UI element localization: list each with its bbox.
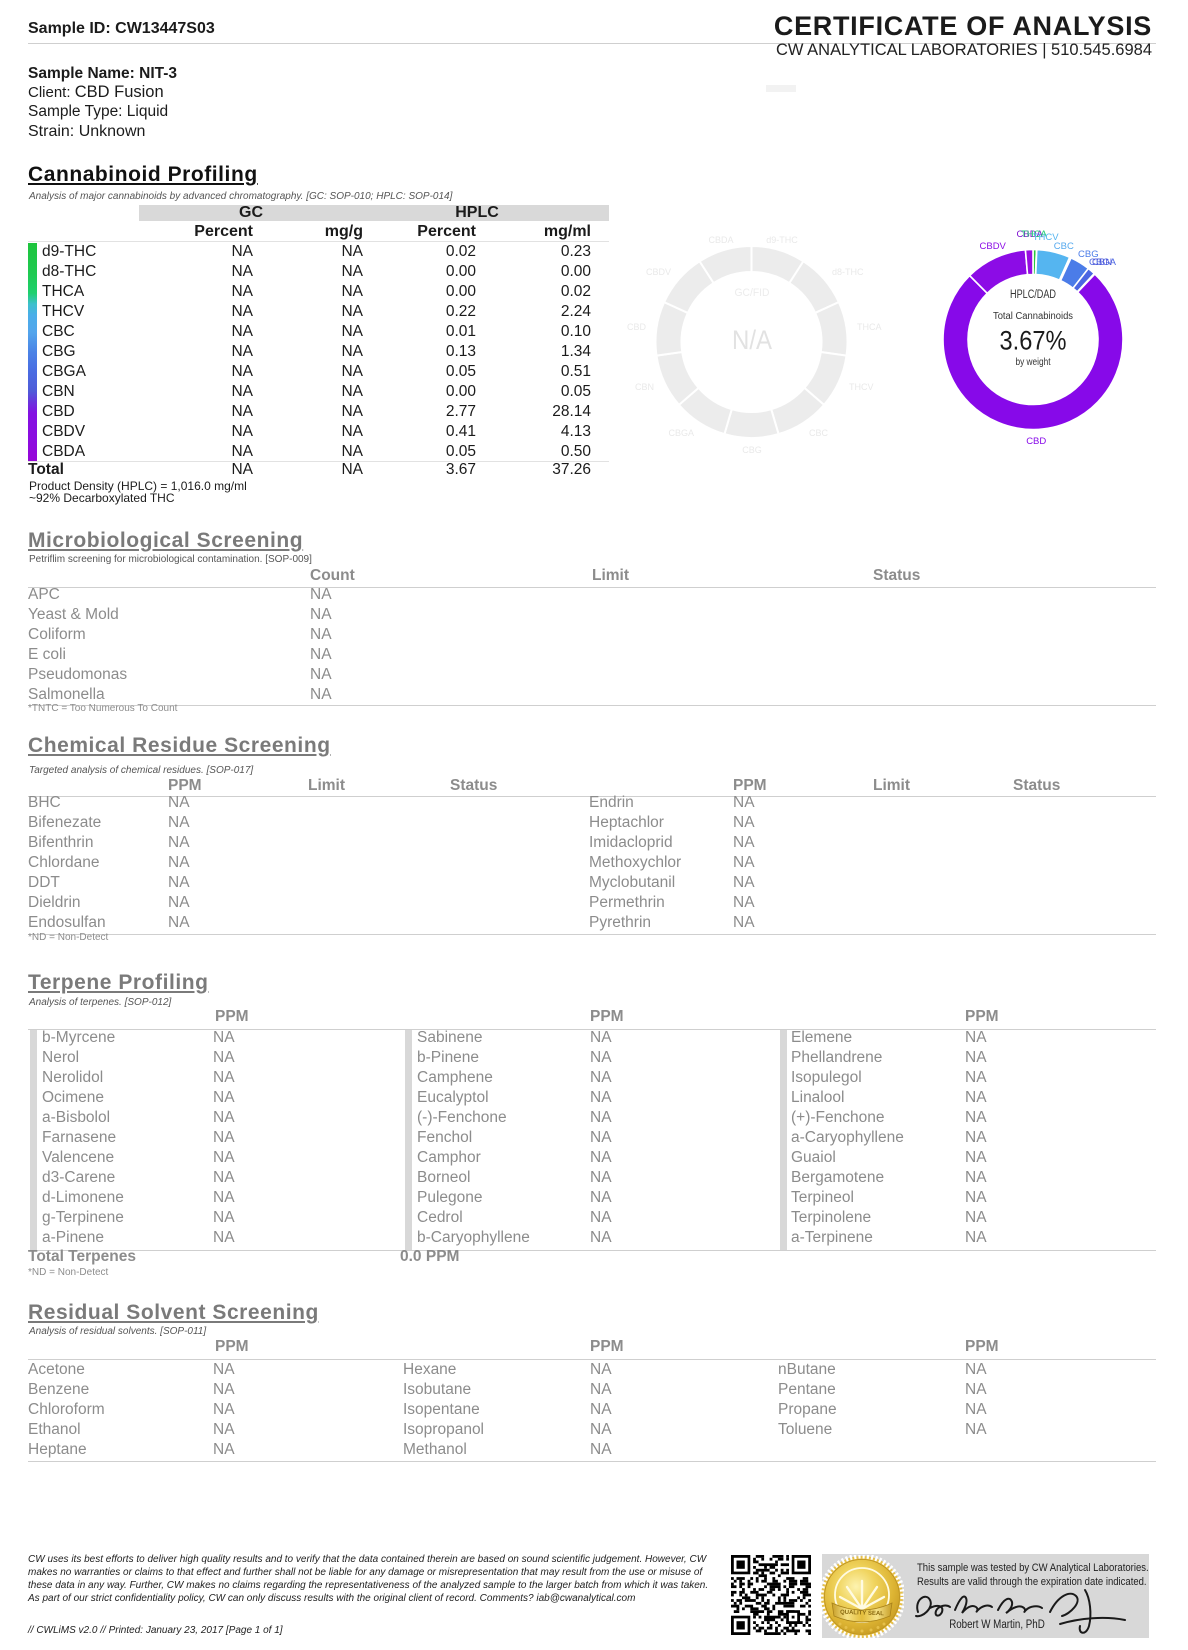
svg-text:CBN: CBN xyxy=(635,382,654,392)
svg-text:GC/FID: GC/FID xyxy=(735,287,770,299)
svg-text:CBGA: CBGA xyxy=(668,428,694,438)
svg-text:d8-THC: d8-THC xyxy=(832,267,864,277)
svg-text:CBDV: CBDV xyxy=(646,267,671,277)
svg-text:N/A: N/A xyxy=(732,325,772,355)
svg-text:CBC: CBC xyxy=(809,428,829,438)
svg-text:CBD: CBD xyxy=(627,322,647,332)
svg-text:3.67%: 3.67% xyxy=(1000,326,1067,356)
svg-text:Total Cannabinoids: Total Cannabinoids xyxy=(993,311,1073,322)
svg-text:THCA: THCA xyxy=(857,322,882,332)
svg-text:CBDA: CBDA xyxy=(708,235,733,245)
svg-text:THCV: THCV xyxy=(849,382,874,392)
svg-text:CBG: CBG xyxy=(742,445,762,455)
svg-text:QUALITY SEAL: QUALITY SEAL xyxy=(840,1610,884,1618)
svg-text:by weight: by weight xyxy=(1016,357,1051,368)
svg-text:d9-THC: d9-THC xyxy=(766,235,798,245)
svg-text:HPLC/DAD: HPLC/DAD xyxy=(1010,289,1056,301)
